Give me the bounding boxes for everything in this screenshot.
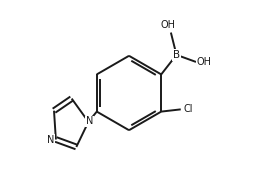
Text: OH: OH <box>160 20 175 30</box>
Text: Cl: Cl <box>183 104 193 114</box>
Text: N: N <box>47 135 54 145</box>
Text: OH: OH <box>196 57 211 67</box>
Text: B: B <box>173 50 180 60</box>
Text: N: N <box>86 116 94 126</box>
